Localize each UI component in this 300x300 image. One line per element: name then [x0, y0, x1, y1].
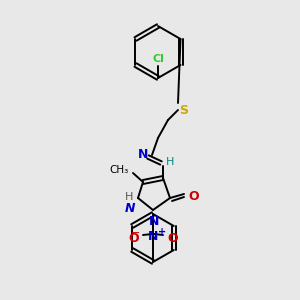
Text: −: −: [130, 228, 140, 238]
Text: O: O: [128, 232, 139, 245]
Text: S: S: [179, 104, 188, 117]
Text: +: +: [158, 227, 166, 237]
Text: O: O: [188, 190, 199, 202]
Text: N: N: [149, 215, 159, 228]
Text: O: O: [167, 232, 178, 245]
Text: H: H: [166, 157, 174, 167]
Text: H: H: [124, 192, 133, 202]
Text: N: N: [148, 230, 158, 243]
Text: CH₃: CH₃: [110, 165, 129, 175]
Text: Cl: Cl: [152, 54, 164, 64]
Text: N: N: [124, 202, 135, 215]
Text: N: N: [138, 148, 148, 161]
